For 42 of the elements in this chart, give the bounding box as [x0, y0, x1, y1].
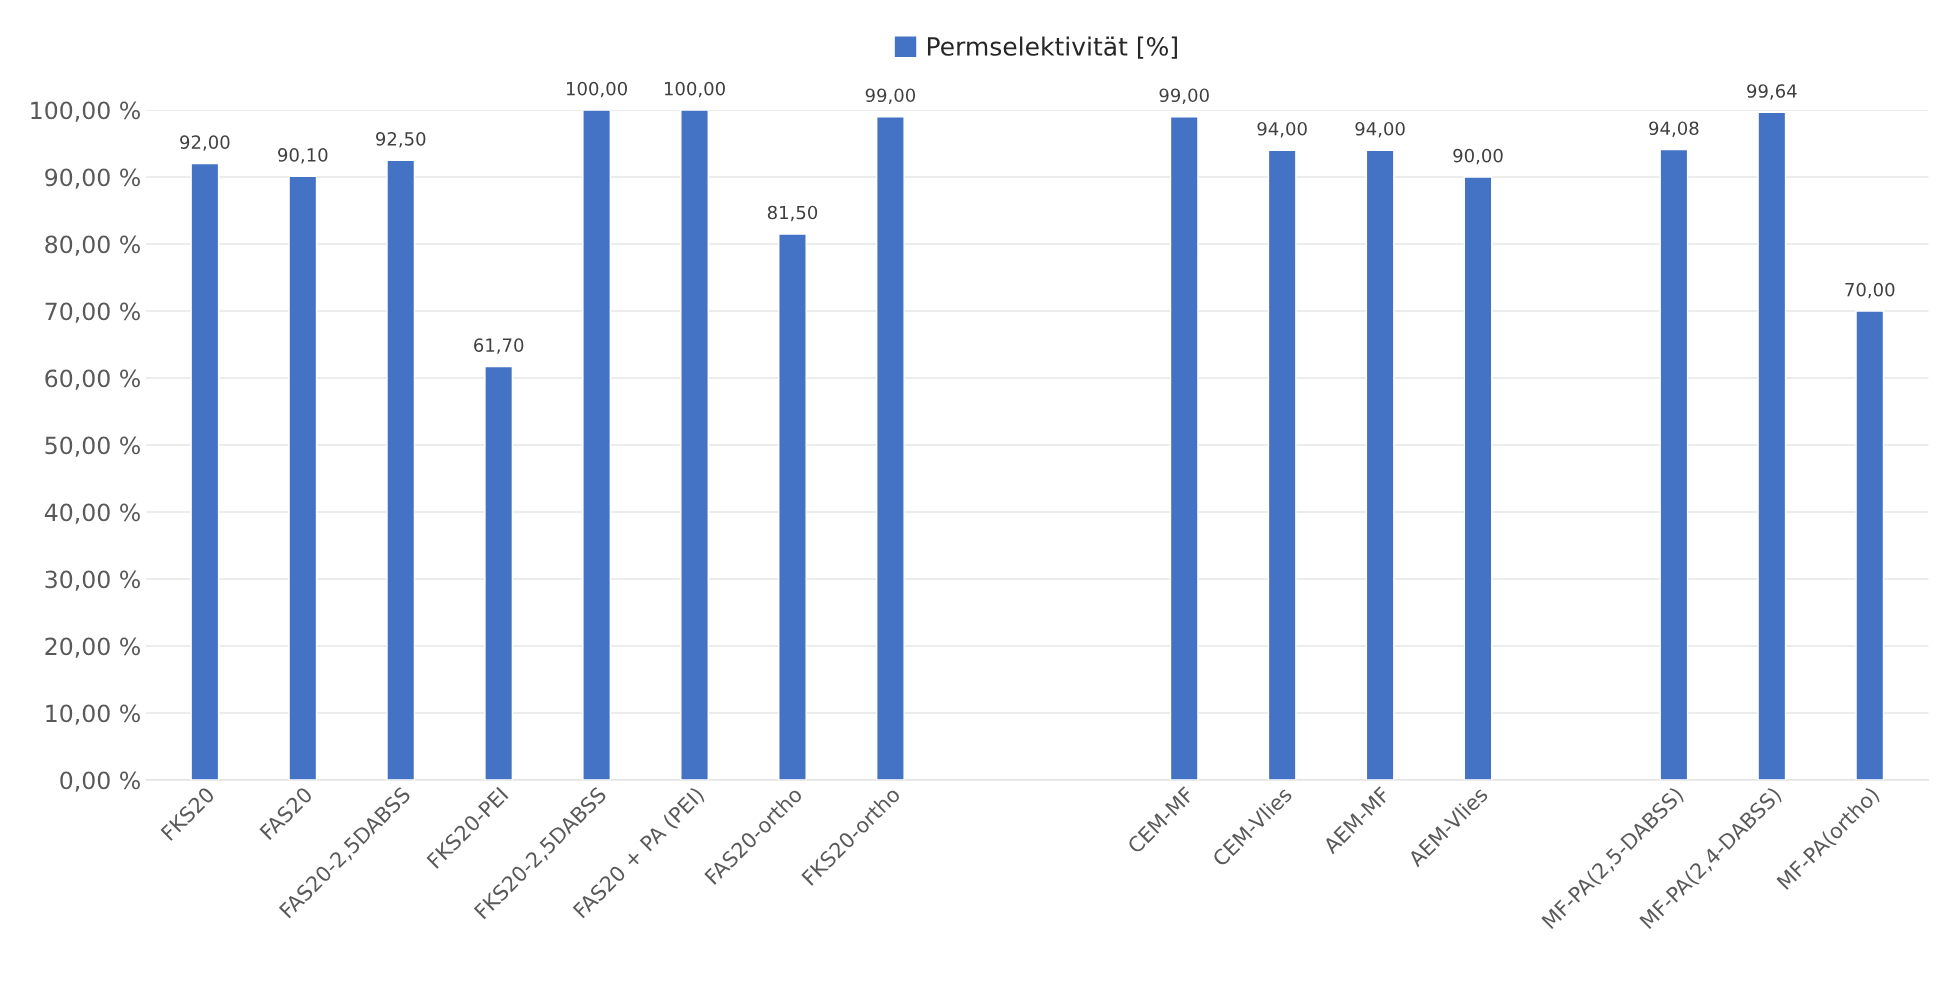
y-tick-label: 80,00 % — [45, 235, 140, 256]
bar — [1659, 148, 1689, 780]
y-tick-label: 10,00 % — [46, 704, 140, 725]
y-tick-label: 60,00 % — [45, 369, 140, 390]
data-label: 92,00 — [180, 135, 230, 151]
bar — [778, 233, 807, 780]
data-label: 99,00 — [865, 88, 916, 104]
bar — [876, 116, 905, 780]
y-tick-label: 100,00 % — [31, 101, 140, 122]
bar — [582, 110, 612, 780]
data-label: 94,00 — [1355, 121, 1405, 138]
bar — [1463, 176, 1493, 780]
y-tick-label: 70,00 % — [45, 302, 140, 323]
data-label: 100,00 — [567, 81, 627, 98]
data-label: 92,50 — [376, 131, 426, 148]
y-tick-label: 30,00 % — [45, 570, 140, 591]
data-label: 100,00 — [664, 81, 725, 98]
bar — [288, 175, 318, 780]
data-label: 99,64 — [1747, 84, 1797, 100]
data-label: 94,00 — [1257, 121, 1307, 138]
legend-label: Permselektivität [%] — [927, 36, 1177, 59]
bar — [1169, 116, 1199, 780]
bar — [680, 110, 709, 780]
y-tick-label: 90,00 % — [45, 168, 140, 189]
data-label: 90,00 — [1453, 148, 1503, 165]
y-tick-label: 50,00 % — [45, 436, 140, 457]
y-tick-label: 20,00 % — [45, 637, 140, 658]
y-tick-label: 0,00 % — [60, 771, 140, 792]
data-label: 94,08 — [1649, 121, 1699, 137]
data-label: 81,50 — [767, 205, 818, 222]
bar — [1365, 149, 1395, 780]
data-label: 99,00 — [1159, 88, 1209, 104]
bar — [484, 365, 514, 780]
y-tick-label: 40,00 % — [44, 503, 140, 524]
data-label: 70,00 — [1845, 282, 1895, 299]
bar — [190, 162, 220, 780]
data-label: 90,10 — [278, 148, 328, 164]
bar — [386, 159, 416, 780]
bar — [1757, 111, 1787, 780]
data-label: 61,70 — [474, 338, 524, 354]
bar — [1267, 149, 1297, 780]
bar — [1855, 310, 1885, 780]
